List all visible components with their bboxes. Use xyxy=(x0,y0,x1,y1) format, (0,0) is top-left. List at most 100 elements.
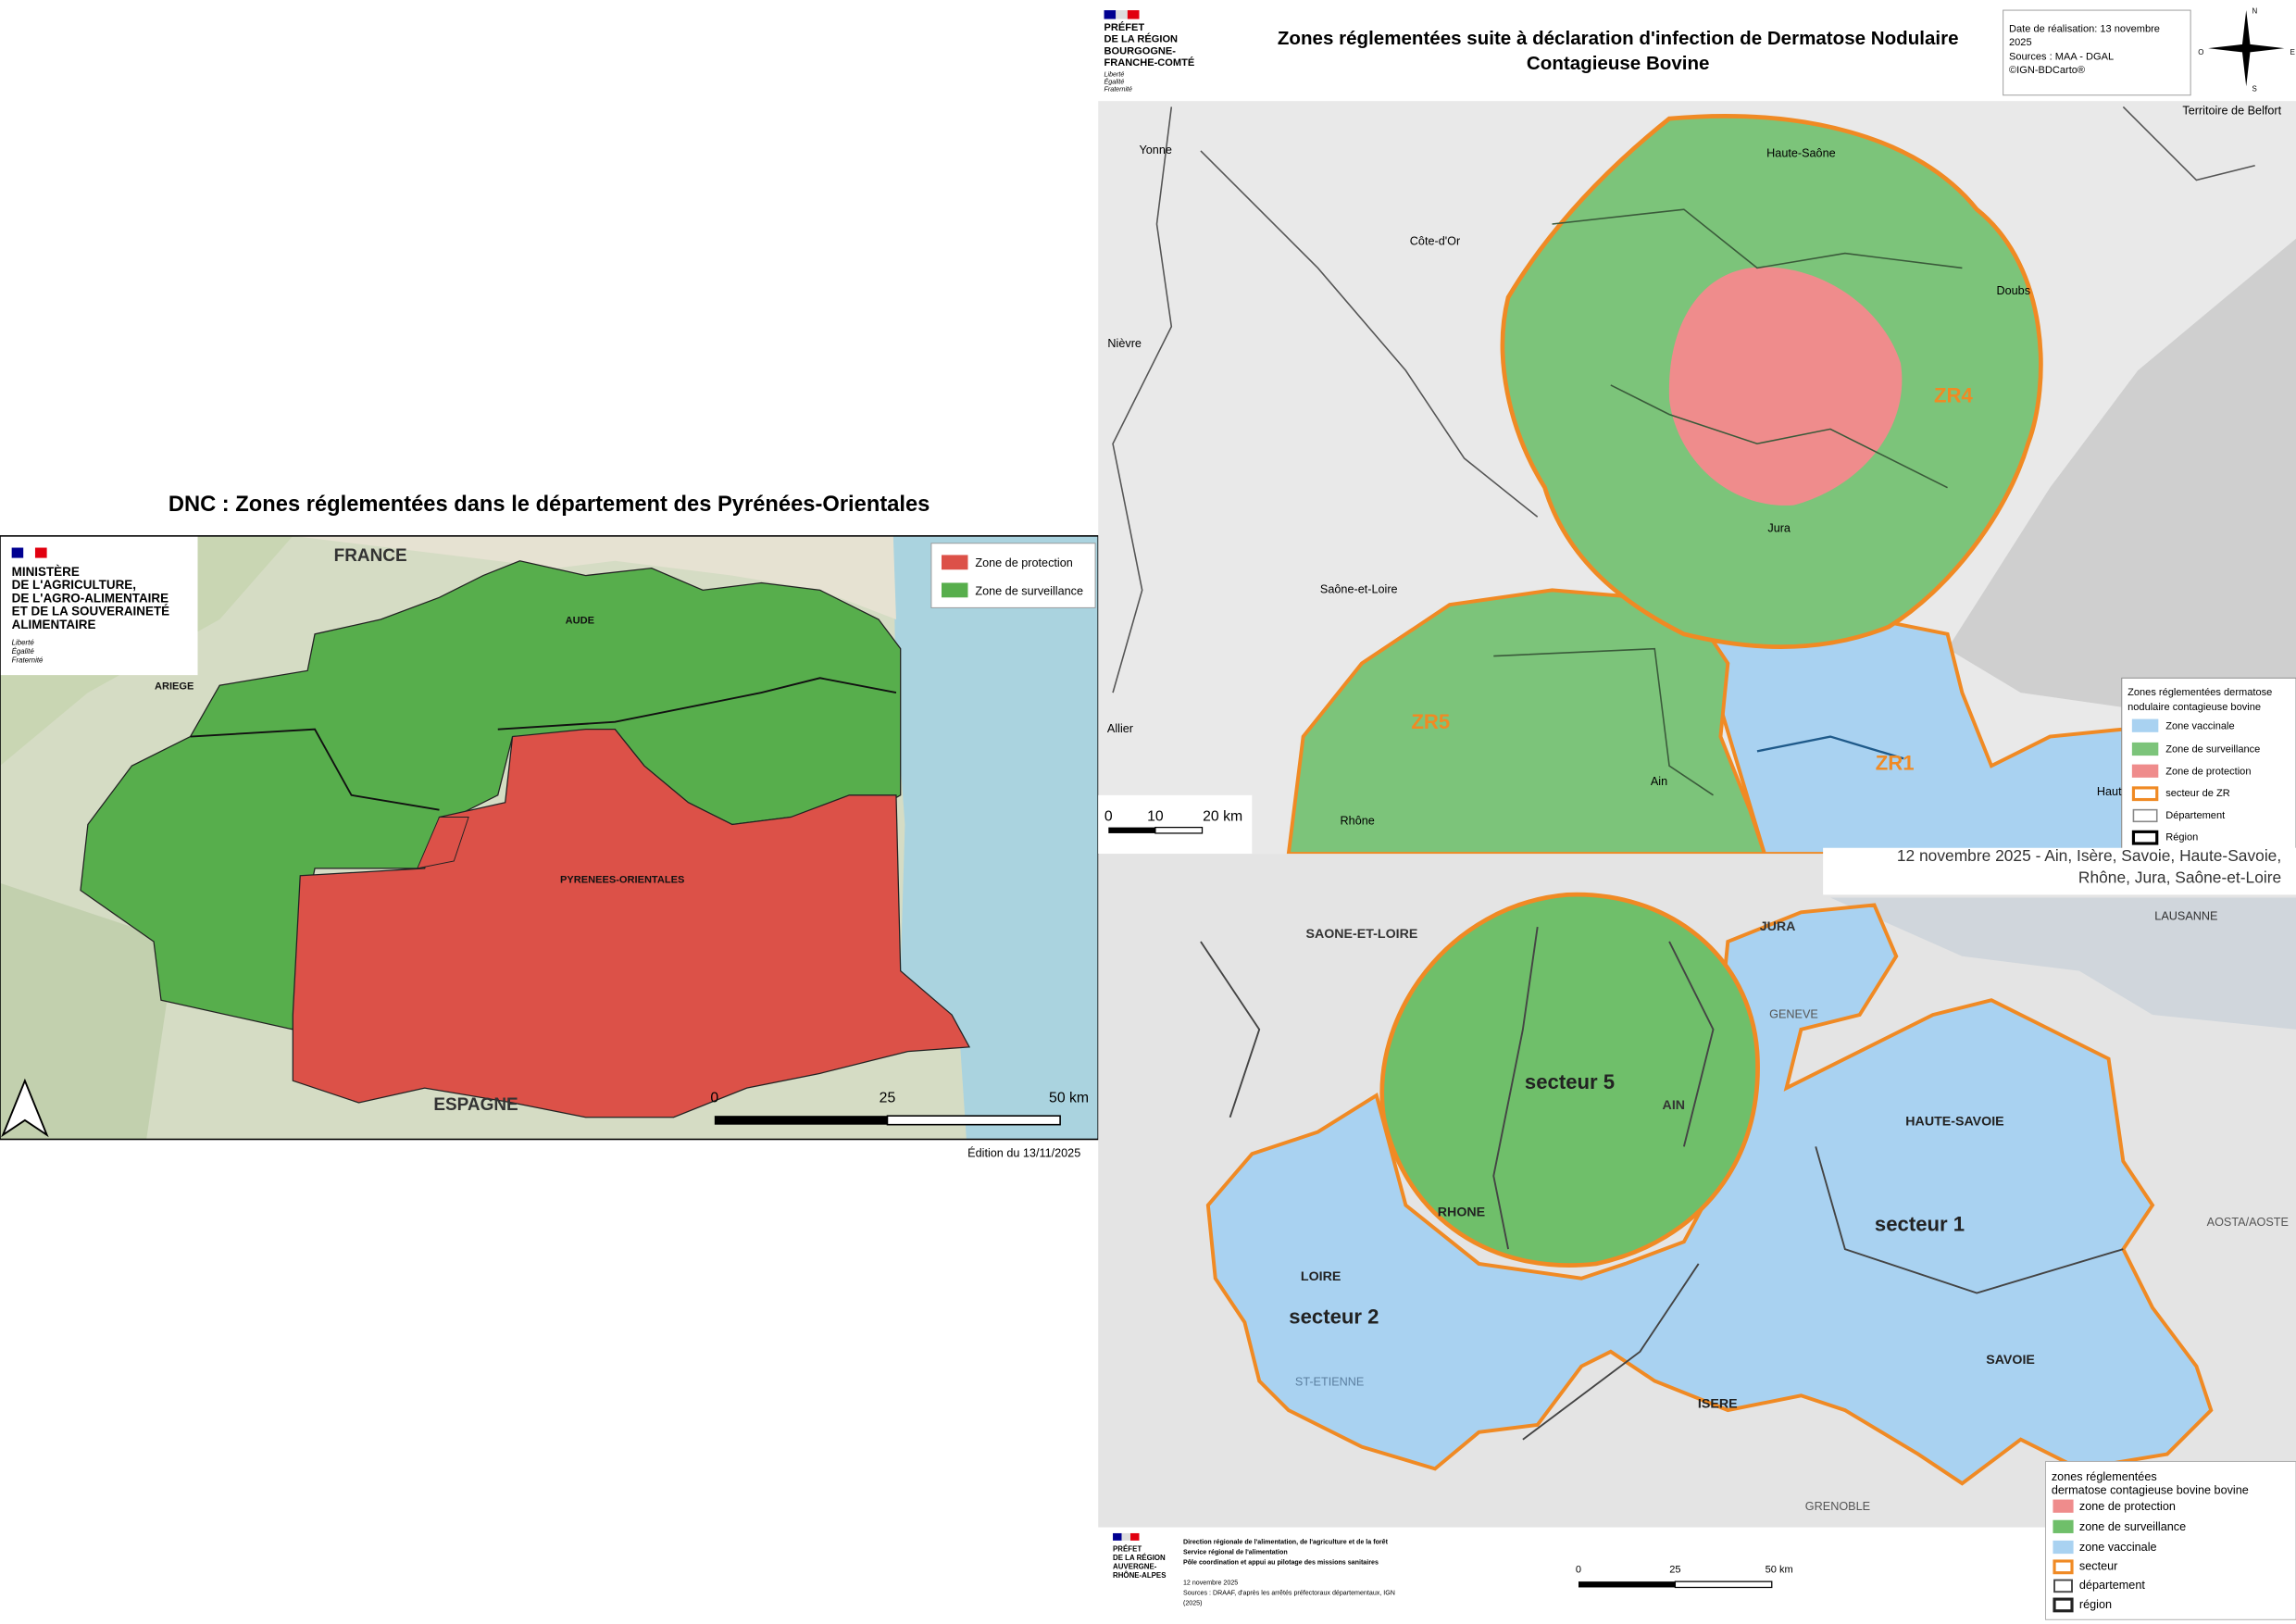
scale-label: 0 xyxy=(710,1090,718,1106)
legend-swatch xyxy=(2053,1540,2074,1555)
zone-surveillance xyxy=(1379,892,1760,1268)
department-border xyxy=(190,677,897,811)
place-label: RHONE xyxy=(1438,1205,1485,1219)
place-label: Jura xyxy=(1767,521,1791,534)
place-label: Nièvre xyxy=(1107,337,1142,350)
legend-swatch xyxy=(2053,1597,2074,1613)
zone-label: ZR4 xyxy=(1934,383,1973,406)
place-label: AUDE xyxy=(566,616,594,627)
place-label: Doubs xyxy=(1996,284,2030,297)
scale-label: 50 km xyxy=(1766,1564,1793,1575)
scale-label: 20 km xyxy=(1203,809,1242,825)
lake xyxy=(1830,897,2296,1030)
footer-text: Sources : DRAAF, d'après les arrêtés pré… xyxy=(1183,1590,1395,1597)
logo-text: RHÔNE-ALPES xyxy=(1113,1571,1166,1580)
logo-text: ET DE LA SOUVERAINETÉ xyxy=(12,605,170,618)
place-label: Territoire de Belfort xyxy=(2182,105,2281,118)
zone-label: secteur 1 xyxy=(1875,1213,1965,1236)
legend-swatch xyxy=(2053,1579,2073,1593)
scale-label: 25 xyxy=(1669,1564,1680,1575)
legend-label: Zone vaccinale xyxy=(2165,720,2234,731)
department-border xyxy=(1756,735,1904,760)
place-label: LAUSANNE xyxy=(2154,909,2217,922)
map-title: DNC : Zones réglementées dans le départe… xyxy=(168,493,930,517)
place-label: HAUTE-SAVOIE xyxy=(1905,1114,2003,1129)
flag xyxy=(1121,1532,1131,1541)
place-label: GRENOBLE xyxy=(1805,1500,1870,1513)
legend-label: Département xyxy=(2165,810,2225,821)
place-label: Ain xyxy=(1651,775,1667,788)
footer-text: 12 novembre 2025 xyxy=(1183,1580,1238,1587)
zone-label: secteur 2 xyxy=(1289,1305,1379,1328)
logo-text: FRANCHE-COMTÉ xyxy=(1104,56,1195,69)
logo-text: PRÉFET xyxy=(1104,21,1145,33)
scale-label: 25 xyxy=(880,1090,896,1106)
legend-label: secteur xyxy=(2079,1560,2117,1573)
scale-label: 10 xyxy=(1147,809,1164,825)
header-text: Rhône, Jura, Saône-et-Loire xyxy=(2078,868,2281,887)
zone-protection xyxy=(416,817,469,869)
legend-label: département xyxy=(2079,1579,2145,1592)
logo-text: DE L'AGRO-ALIMENTAIRE xyxy=(12,591,168,605)
map-title: Contagieuse Bovine xyxy=(1527,53,1710,74)
place-label: FRANCE xyxy=(334,546,407,566)
motto: Fraternité xyxy=(12,656,44,664)
sea xyxy=(892,535,1099,1140)
legend-label: Région xyxy=(2165,832,2198,843)
legend-label: Zone de surveillance xyxy=(975,584,1083,597)
info-text: Date de réalisation: 13 novembre xyxy=(2009,24,2160,35)
legend-label: Zone de protection xyxy=(2165,766,2251,777)
legend-swatch xyxy=(2131,742,2159,756)
flag xyxy=(34,547,47,558)
logo-text: PRÉFET xyxy=(1113,1544,1142,1553)
place-label: Haute xyxy=(2097,785,2128,798)
legend-swatch xyxy=(2132,808,2158,823)
logo-text: BOURGOGNE- xyxy=(1104,45,1177,56)
legend-title: zones réglementées xyxy=(2052,1470,2157,1483)
logo-text: AUVERGNE- xyxy=(1113,1562,1157,1570)
legend-swatch xyxy=(2053,1559,2074,1575)
place-label: ISERE xyxy=(1698,1397,1738,1412)
compass-label: O xyxy=(2198,48,2203,56)
logo-box xyxy=(0,535,198,676)
legend xyxy=(930,543,1096,608)
place-label: Saône-et-Loire xyxy=(1320,583,1398,596)
map-title: Zones réglementées suite à déclaration d… xyxy=(1278,28,1959,49)
zone-label: ZR5 xyxy=(1411,710,1450,733)
north-arrow xyxy=(1,1078,49,1138)
terrain xyxy=(0,882,176,1140)
terrain xyxy=(293,535,896,620)
compass-label: E xyxy=(2290,48,2295,56)
scale-bar xyxy=(1578,1581,1676,1588)
logo-text: DE LA RÉGION xyxy=(1104,33,1179,45)
scale-bar xyxy=(1154,826,1204,834)
footer-text: Pôle coordination et appui au pilotage d… xyxy=(1183,1558,1379,1566)
legend-swatch xyxy=(941,582,968,598)
legend-title: dermatose contagieuse bovine bovine xyxy=(2052,1483,2249,1496)
motto: Égalité xyxy=(1104,77,1125,85)
scale-bar xyxy=(714,1116,888,1125)
motto: Liberté xyxy=(1104,71,1125,79)
scale-box xyxy=(1098,794,1253,855)
place-label: Yonne xyxy=(1140,144,1172,156)
legend-swatch xyxy=(941,555,968,570)
legend-label: zone de surveillance xyxy=(2079,1520,2186,1533)
motto: Fraternité xyxy=(1104,85,1132,93)
edition: Édition du 13/11/2025 xyxy=(967,1146,1080,1160)
place-label: AIN xyxy=(1663,1098,1686,1113)
legend-swatch xyxy=(2131,830,2159,845)
department-border xyxy=(1112,106,2255,693)
info-text: ©IGN-BDCarto® xyxy=(2009,65,2085,76)
legend-swatch xyxy=(2131,786,2159,802)
scale-label: 0 xyxy=(1576,1564,1581,1575)
place-label: ESPAGNE xyxy=(433,1095,518,1115)
flag xyxy=(1116,10,1128,19)
logo-text: DE LA RÉGION xyxy=(1113,1554,1166,1562)
place-label: ARIEGE xyxy=(155,681,193,693)
place-label: LOIRE xyxy=(1301,1269,1341,1284)
flag xyxy=(11,547,24,558)
legend-swatch xyxy=(2131,718,2159,732)
legend-swatch xyxy=(2131,764,2159,778)
